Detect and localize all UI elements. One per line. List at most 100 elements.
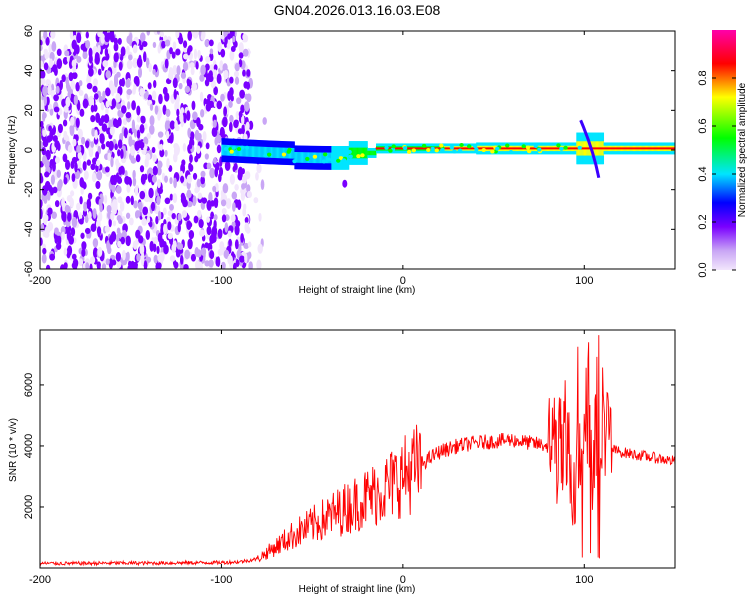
spectrogram-band-inner xyxy=(264,146,267,158)
spectrogram-noise-cell xyxy=(117,196,123,204)
spectrogram-noise-cell xyxy=(209,48,214,55)
spectrogram-noise-cell xyxy=(42,85,48,97)
spectrogram-noise-cell xyxy=(168,71,174,81)
spectrogram-band-inner xyxy=(323,152,326,164)
spectrogram-band-inner xyxy=(247,146,250,157)
spectrogram-noise-cell xyxy=(194,187,199,194)
x-tick-label: -200 xyxy=(29,574,51,586)
spectrogram-noise-cell xyxy=(147,82,152,90)
spectrogram-noise-cell xyxy=(188,162,192,171)
spectrogram-noise-cell xyxy=(159,252,165,262)
y-tick-label: 60 xyxy=(23,25,35,37)
y-tick-label: 20 xyxy=(23,104,35,116)
spectrogram-noise-cell xyxy=(152,41,157,49)
spectrogram-band-inner xyxy=(299,152,302,163)
spectrogram-noise-cell xyxy=(151,98,156,106)
spectrogram-noise-cell xyxy=(164,120,169,132)
spectrogram-noise-cell xyxy=(99,133,105,145)
spectrogram-noise-cell xyxy=(223,69,229,80)
spectrogram-noise-cell xyxy=(238,42,244,54)
spectrogram-noise-cell xyxy=(199,91,204,102)
spectrogram-noise-cell xyxy=(191,82,198,91)
spectrogram-noise-cell xyxy=(217,248,224,256)
spectrogram-noise-cell xyxy=(235,259,240,268)
spectrogram-noise-cell xyxy=(80,43,86,51)
spectrogram-noise-cell xyxy=(241,168,245,175)
spectrogram-noise-cell xyxy=(219,241,225,251)
spectrogram-noise-cell xyxy=(57,180,62,192)
spectrogram-noise-cell xyxy=(69,31,74,40)
spectrogram-noise-cell xyxy=(78,89,84,97)
spectrogram-noise-cell xyxy=(82,51,88,60)
spectrogram-noise-cell xyxy=(69,125,75,136)
spectrogram-noise-cell xyxy=(191,100,196,111)
spectrogram-noise-cell xyxy=(93,93,99,100)
spectrogram-noise-cell xyxy=(220,48,226,58)
spectrogram-noise-cell xyxy=(243,242,249,250)
spectrogram-noise-cell xyxy=(238,110,243,118)
spectrogram-noise-cell xyxy=(125,195,131,204)
spectrogram-noise-cell xyxy=(121,249,126,261)
spectrogram-band-blob xyxy=(281,152,287,157)
spectrogram-noise-cell xyxy=(40,172,43,180)
spectrogram-band-inner xyxy=(266,146,268,158)
spectrogram-noise-cell xyxy=(42,129,47,138)
spectrogram-band-inner xyxy=(275,147,278,159)
spectrogram-noise-cell xyxy=(176,65,181,76)
spectrogram-band-inner xyxy=(296,152,299,163)
spectrogram-noise-cell xyxy=(153,236,158,245)
spectrogram-band-inner xyxy=(360,147,363,159)
spectrogram-noise-cell xyxy=(49,130,54,142)
spectrogram-noise-cell xyxy=(117,117,122,127)
spectrogram-noise-cell xyxy=(131,100,136,111)
spectrogram-band-blob xyxy=(577,145,582,150)
spectrogram-noise-cell xyxy=(68,72,74,82)
spectrogram-noise-cell xyxy=(77,159,82,169)
spectrogram-noise-cell xyxy=(86,198,92,210)
spectrogram-noise-cell xyxy=(156,166,162,176)
spectrogram-noise-cell xyxy=(238,59,243,68)
spectrogram-noise-cell xyxy=(90,223,97,233)
spectrogram-noise-cell xyxy=(172,64,178,76)
spectrogram-noise-cell xyxy=(65,96,71,108)
spectrogram-band-inner xyxy=(319,152,321,164)
spectrogram-band-inner xyxy=(291,147,293,159)
spectrogram-noise-cell xyxy=(174,125,180,132)
spectrogram-band-blob xyxy=(556,143,561,148)
spectrogram-band-inner xyxy=(276,147,279,159)
spectrogram-band-inner xyxy=(290,147,292,159)
spectrogram-noise-cell xyxy=(97,31,103,38)
spectrogram-band-inner xyxy=(254,146,256,158)
colorbar-tick-label: 0.2 xyxy=(697,214,709,229)
spectrogram-band-inner xyxy=(316,152,318,164)
spectrogram-band-blob xyxy=(434,148,439,153)
spectrogram-noise-cell xyxy=(116,261,122,269)
spectrogram-noise-cell xyxy=(139,244,145,255)
spectrogram-noise-cell xyxy=(167,232,173,240)
spectrogram-noise-cell xyxy=(137,201,143,210)
spectrogram-noise-cell xyxy=(248,261,253,269)
spectrogram-noise-cell xyxy=(196,145,201,154)
spectrogram-noise-cell xyxy=(132,87,136,95)
spectrogram-noise-cell xyxy=(40,60,44,68)
snr-marks xyxy=(40,335,675,567)
spectrogram-noise-cell xyxy=(79,177,85,188)
spectrogram-noise-cell xyxy=(242,48,249,57)
spectrogram-noise-cell xyxy=(92,78,98,87)
spectrogram-band-inner xyxy=(268,147,270,158)
spectrogram-noise-cell xyxy=(45,264,51,269)
spectrogram-noise-cell xyxy=(70,227,76,237)
spectrogram-band-blob xyxy=(312,154,318,159)
spectrogram-band-blob xyxy=(341,158,347,163)
spectrogram-noise-cell xyxy=(213,200,219,209)
spectrogram-noise-cell xyxy=(241,175,248,184)
spectrogram-noise-cell xyxy=(180,107,185,114)
spectrogram-noise-cell xyxy=(246,184,251,193)
spectrogram-noise-cell xyxy=(229,173,236,185)
spectrogram-noise-cell xyxy=(50,31,56,39)
spectrogram-noise-cell xyxy=(125,235,131,247)
spectrogram-noise-cell xyxy=(86,159,92,166)
spectrogram-band-blob xyxy=(495,146,500,151)
spectrogram-noise-cell xyxy=(105,87,111,97)
spectrogram-noise-cell xyxy=(111,184,116,193)
